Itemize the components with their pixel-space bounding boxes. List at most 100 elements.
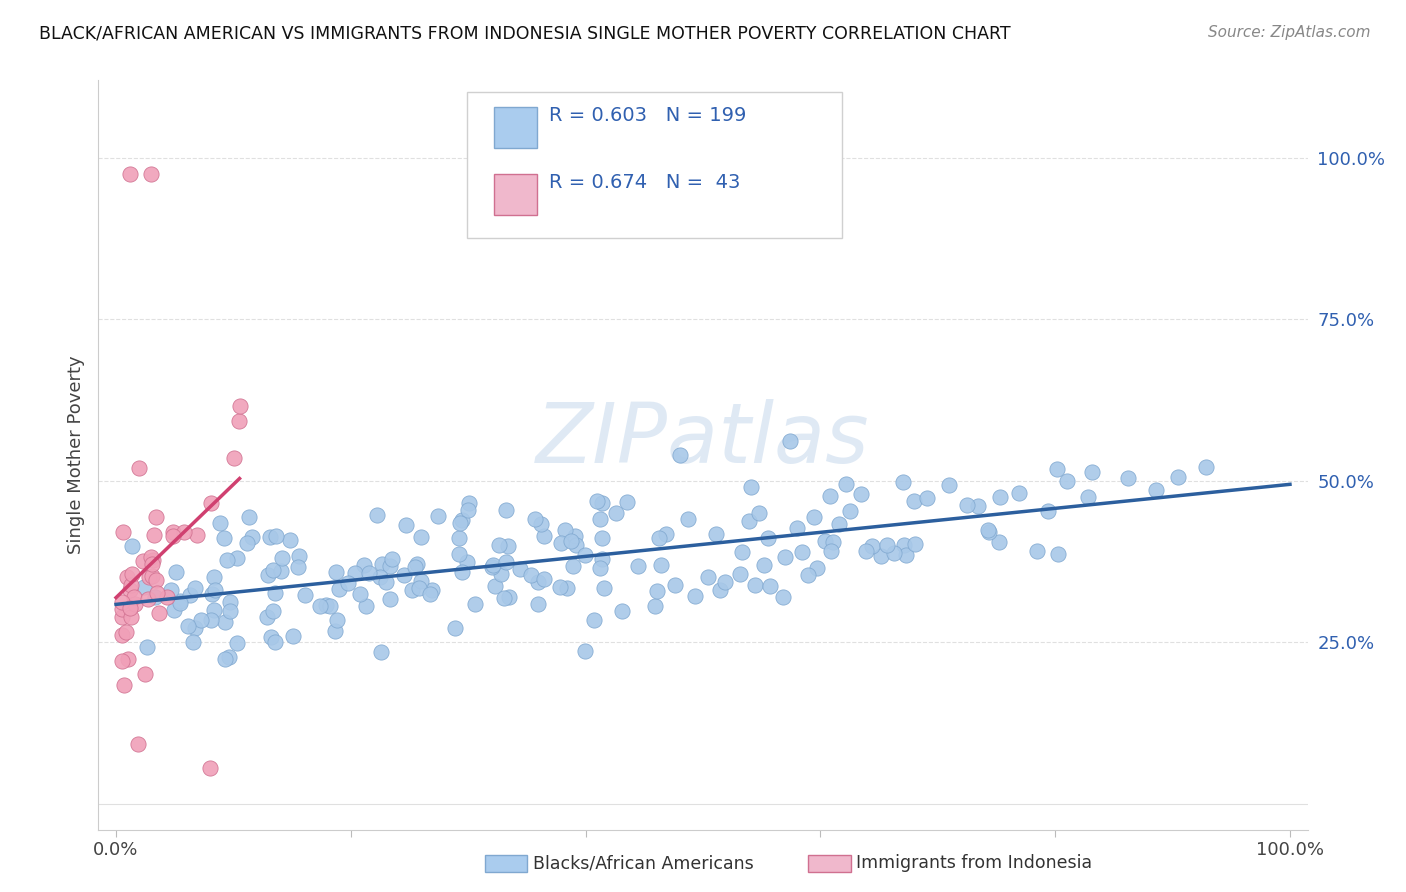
Point — [354, 599, 377, 613]
Point — [179, 588, 201, 602]
Point — [406, 558, 429, 572]
Point — [591, 531, 613, 545]
Point — [616, 495, 638, 509]
Point — [319, 599, 342, 613]
Point — [226, 550, 249, 565]
Point — [748, 506, 770, 520]
Point — [135, 640, 157, 654]
Text: Source: ZipAtlas.com: Source: ZipAtlas.com — [1208, 25, 1371, 40]
Point — [664, 577, 686, 591]
Point — [259, 630, 281, 644]
Point — [740, 480, 762, 494]
Point — [145, 510, 167, 524]
Point — [903, 493, 925, 508]
Point — [1036, 504, 1059, 518]
Text: R = 0.603   N = 199: R = 0.603 N = 199 — [550, 106, 747, 125]
Point — [495, 502, 517, 516]
Point — [395, 518, 418, 533]
Point — [709, 582, 731, 597]
Point — [141, 568, 163, 582]
Point — [124, 597, 146, 611]
Point — [893, 538, 915, 552]
Point — [371, 557, 394, 571]
Point — [359, 566, 381, 580]
Point — [731, 545, 754, 559]
Point — [263, 585, 285, 599]
Point — [956, 498, 979, 512]
Point — [374, 575, 396, 590]
Point — [823, 534, 845, 549]
Point — [564, 538, 586, 552]
Point — [904, 537, 927, 551]
Point — [1008, 486, 1031, 500]
Point — [256, 610, 278, 624]
Point — [183, 621, 205, 635]
Point — [612, 604, 634, 618]
Point — [1056, 474, 1078, 488]
Point — [1167, 470, 1189, 484]
Point — [111, 654, 134, 668]
Point — [186, 528, 208, 542]
Point — [696, 570, 718, 584]
Point — [1116, 470, 1139, 484]
Point — [141, 557, 163, 571]
Point — [527, 574, 550, 589]
Point — [758, 531, 780, 545]
Point — [482, 558, 505, 573]
Point — [200, 613, 222, 627]
Point — [591, 552, 613, 566]
Point — [447, 547, 470, 561]
Point — [202, 603, 225, 617]
Point — [218, 650, 240, 665]
Point — [484, 579, 506, 593]
Point — [176, 619, 198, 633]
Point — [111, 628, 134, 642]
Point — [404, 559, 426, 574]
Text: R = 0.674   N =  43: R = 0.674 N = 43 — [550, 173, 741, 193]
Point — [370, 570, 392, 584]
Point — [127, 737, 149, 751]
Point — [156, 590, 179, 604]
Point — [120, 167, 142, 181]
Point — [122, 590, 145, 604]
Point — [111, 524, 134, 539]
Point — [370, 645, 392, 659]
Point — [1047, 547, 1070, 561]
Point — [120, 577, 142, 591]
Point — [325, 565, 347, 579]
Point — [560, 534, 582, 549]
Point — [458, 496, 481, 510]
Point — [426, 508, 449, 523]
Text: ZIPatlas: ZIPatlas — [536, 400, 870, 481]
Point — [779, 434, 801, 448]
Point — [121, 539, 143, 553]
Point — [145, 590, 167, 604]
Point — [813, 534, 835, 549]
Point — [457, 503, 479, 517]
Point — [336, 575, 359, 590]
Point — [278, 533, 301, 548]
Point — [328, 582, 350, 596]
Point — [326, 613, 349, 627]
Point — [574, 548, 596, 562]
Point — [159, 583, 181, 598]
Point — [115, 570, 138, 584]
Point — [1046, 462, 1069, 476]
Point — [966, 499, 988, 513]
Point — [526, 597, 548, 611]
Point — [128, 461, 150, 475]
Point — [676, 511, 699, 525]
Point — [803, 509, 825, 524]
Point — [409, 530, 432, 544]
Point — [550, 580, 572, 594]
Point — [238, 510, 260, 524]
Point — [353, 558, 375, 572]
Point — [408, 581, 430, 595]
Point — [222, 450, 245, 465]
Point — [131, 554, 153, 568]
Point — [120, 610, 142, 624]
Point — [464, 597, 486, 611]
Point — [214, 531, 236, 545]
Point — [494, 591, 516, 605]
Point — [648, 531, 671, 545]
